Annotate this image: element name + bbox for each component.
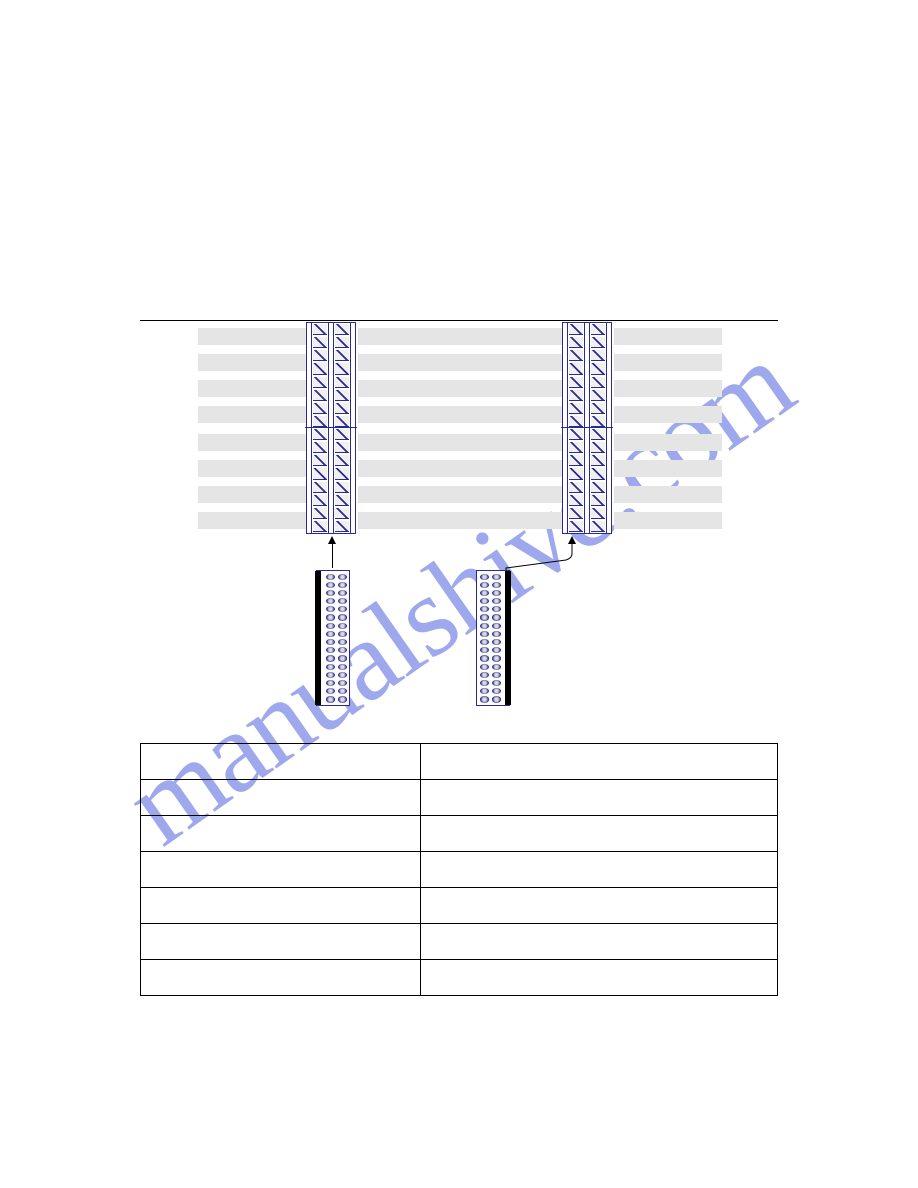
pin-label (358, 380, 466, 397)
table-cell (421, 852, 778, 888)
table-row (141, 960, 778, 996)
pin-table (140, 743, 778, 996)
pin-label (198, 328, 306, 345)
pin-label (358, 512, 466, 529)
pin-label (198, 512, 306, 529)
pin-label (614, 380, 722, 397)
table-header (141, 744, 421, 780)
table-cell (141, 780, 421, 816)
table-row (141, 780, 778, 816)
pin-label (614, 328, 722, 345)
pin-label (358, 406, 466, 423)
table-cell (141, 852, 421, 888)
pin-label (358, 460, 466, 477)
pin-label (614, 406, 722, 423)
small-connector-left (316, 570, 350, 706)
pin-label (198, 406, 306, 423)
connector-block-left (306, 322, 356, 534)
pin-label (454, 406, 562, 423)
arrow-line (498, 540, 578, 572)
table-cell (141, 960, 421, 996)
table-cell (141, 816, 421, 852)
table-cell (141, 924, 421, 960)
connector-diagram (198, 326, 718, 706)
pin-label (454, 354, 562, 371)
table-row (141, 816, 778, 852)
table-row (141, 852, 778, 888)
pin-label (358, 354, 466, 371)
pin-label (614, 460, 722, 477)
header-rule (140, 320, 778, 321)
pin-label (198, 486, 306, 503)
small-connector-right (476, 570, 510, 706)
table-cell (421, 888, 778, 924)
pin-label (454, 486, 562, 503)
table-row (141, 744, 778, 780)
table-cell (421, 780, 778, 816)
table-row (141, 924, 778, 960)
pin-label (198, 380, 306, 397)
page: manualshive.com (0, 0, 918, 1188)
pin-label (358, 486, 466, 503)
pin-label (358, 328, 466, 345)
pin-label (454, 512, 562, 529)
table-row (141, 888, 778, 924)
connector-block-right (562, 322, 612, 534)
pin-label (614, 486, 722, 503)
pin-label (614, 512, 722, 529)
pin-label (198, 354, 306, 371)
table-header (421, 744, 778, 780)
table-cell (421, 960, 778, 996)
arrow-line (332, 544, 333, 568)
pin-label (198, 460, 306, 477)
table-cell (141, 888, 421, 924)
pin-label (454, 328, 562, 345)
table-cell (421, 924, 778, 960)
pin-label (614, 434, 722, 451)
table-cell (421, 816, 778, 852)
pin-label (198, 434, 306, 451)
pin-label (454, 460, 562, 477)
pin-label (358, 434, 466, 451)
pin-label (454, 380, 562, 397)
arrow-icon (328, 536, 336, 544)
pin-label (614, 354, 722, 371)
pin-label (454, 434, 562, 451)
